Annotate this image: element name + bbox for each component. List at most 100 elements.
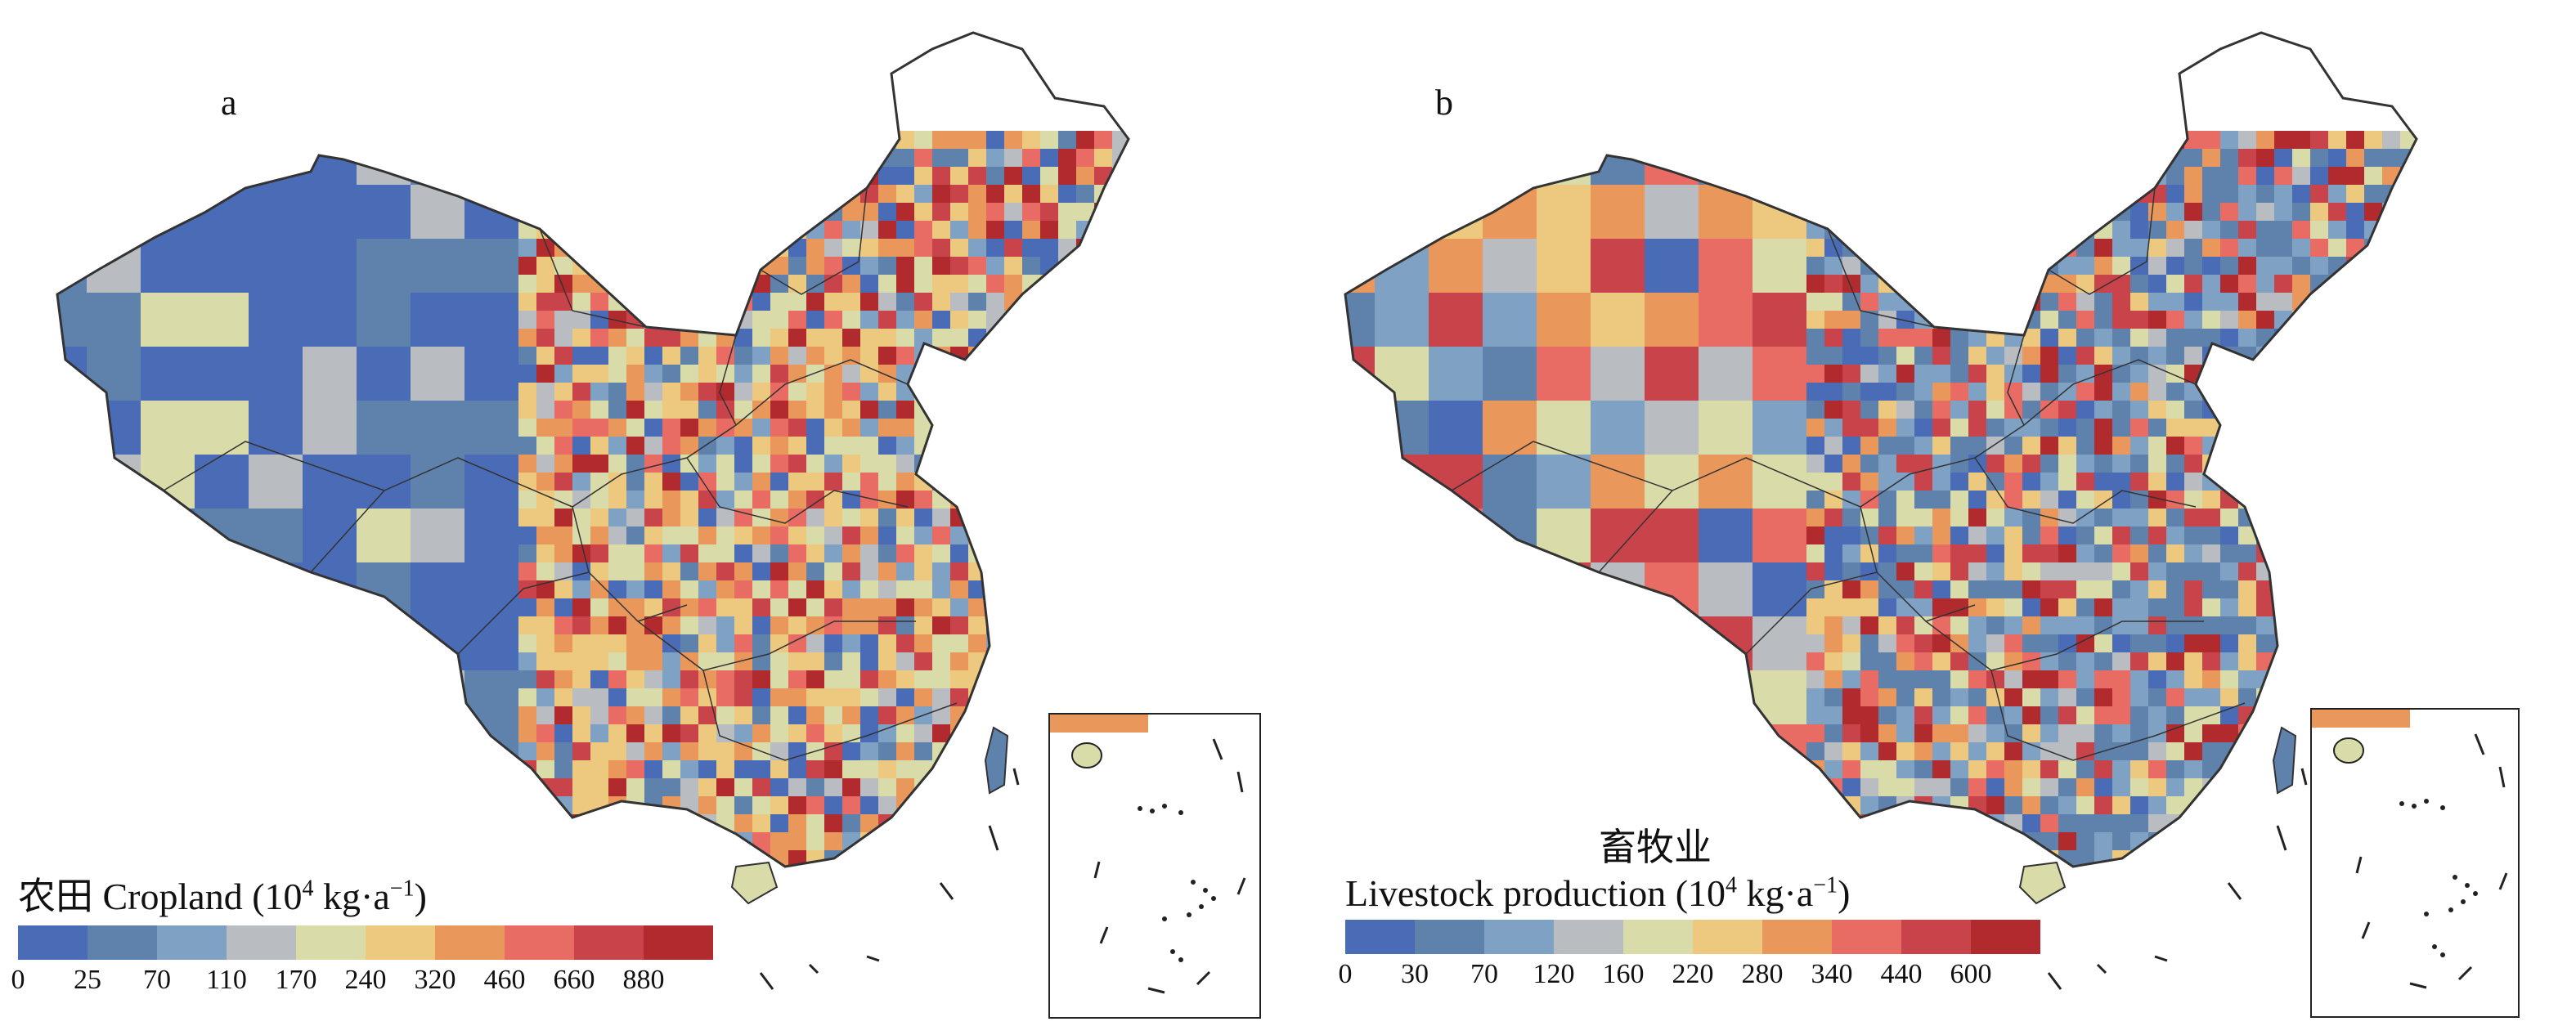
county-region xyxy=(2166,275,2185,293)
county-region xyxy=(698,760,717,779)
county-region xyxy=(1040,526,1059,545)
county-region xyxy=(734,760,753,779)
county-region xyxy=(411,293,465,347)
province-boundary xyxy=(2023,359,2197,426)
county-region xyxy=(2022,706,2041,725)
county-region xyxy=(2040,401,2059,419)
county-region xyxy=(770,724,789,743)
county-region xyxy=(2004,778,2023,797)
county-region xyxy=(1860,455,1879,473)
county-region xyxy=(554,724,573,743)
county-region xyxy=(644,598,663,617)
county-region xyxy=(932,383,951,401)
county-region xyxy=(860,131,879,150)
county-region xyxy=(536,670,555,689)
county-region xyxy=(2004,580,2023,599)
county-region xyxy=(1860,131,1879,150)
county-region xyxy=(752,706,771,725)
county-region xyxy=(2418,239,2437,258)
county-region xyxy=(2256,257,2275,276)
county-region xyxy=(1860,509,1879,527)
county-region xyxy=(1824,634,1843,653)
county-region xyxy=(2058,760,2077,779)
county-region xyxy=(626,814,645,833)
county-region xyxy=(986,203,1005,222)
county-region xyxy=(986,437,1005,455)
county-region xyxy=(644,383,663,401)
county-region xyxy=(662,221,681,240)
county-region xyxy=(1914,491,1933,509)
county-region xyxy=(626,652,645,671)
county-region xyxy=(806,419,825,437)
county-region xyxy=(1950,131,1969,150)
county-region xyxy=(303,185,357,240)
county-region xyxy=(590,221,609,240)
county-region xyxy=(1842,509,1861,527)
county-region xyxy=(2094,544,2113,563)
county-region xyxy=(1878,580,1897,599)
county-region xyxy=(2112,221,2131,240)
county-region xyxy=(806,491,825,509)
county-region xyxy=(1824,275,1843,293)
county-region xyxy=(734,257,753,276)
county-region xyxy=(1824,347,1843,365)
county-region xyxy=(1914,257,1933,276)
county-region xyxy=(860,580,879,599)
county-region xyxy=(842,473,861,491)
county-region xyxy=(303,455,357,509)
county-region xyxy=(2112,311,2131,329)
county-region xyxy=(662,329,681,347)
county-region xyxy=(1752,562,1807,617)
county-region xyxy=(2022,652,2041,671)
county-region xyxy=(788,652,807,671)
county-region xyxy=(518,509,537,527)
county-region xyxy=(2400,688,2417,707)
province-boundary xyxy=(735,359,909,426)
county-region xyxy=(554,760,573,779)
county-region xyxy=(806,868,825,887)
county-region xyxy=(2166,473,2185,491)
county-region xyxy=(2256,311,2275,329)
county-region xyxy=(644,742,663,761)
county-region xyxy=(1878,311,1897,329)
county-region xyxy=(626,401,645,419)
county-region xyxy=(2256,167,2275,186)
county-region xyxy=(1824,131,1843,150)
county-region xyxy=(842,131,861,150)
county-region xyxy=(1130,293,1149,311)
county-region xyxy=(2112,239,2131,258)
county-region xyxy=(2364,419,2383,437)
county-region xyxy=(2058,778,2077,797)
county-region xyxy=(536,491,555,509)
county-region xyxy=(1878,455,1897,473)
county-region xyxy=(554,437,573,455)
county-region xyxy=(752,491,771,509)
county-region xyxy=(1076,311,1095,329)
county-region xyxy=(2166,221,2185,240)
county-region xyxy=(536,257,555,276)
county-region xyxy=(572,688,591,707)
county-region xyxy=(914,652,933,671)
county-region xyxy=(788,311,807,329)
county-region xyxy=(1842,652,1861,671)
legend-tick-label: 160 xyxy=(1602,959,1645,989)
county-region xyxy=(1932,544,1951,563)
county-region xyxy=(608,742,627,761)
county-region xyxy=(896,706,915,725)
county-region xyxy=(896,437,915,455)
county-region xyxy=(2328,203,2347,222)
county-region xyxy=(986,526,1005,545)
county-region xyxy=(896,311,915,329)
county-region xyxy=(608,437,627,455)
county-region xyxy=(195,455,249,509)
county-region xyxy=(734,706,753,725)
county-region xyxy=(2292,796,2311,815)
county-region xyxy=(770,616,789,635)
county-region xyxy=(698,742,717,761)
county-region xyxy=(303,401,357,455)
county-region xyxy=(680,455,699,473)
county-region xyxy=(662,598,681,617)
county-region xyxy=(2346,347,2365,365)
county-region xyxy=(860,706,879,725)
county-region xyxy=(2310,544,2329,563)
